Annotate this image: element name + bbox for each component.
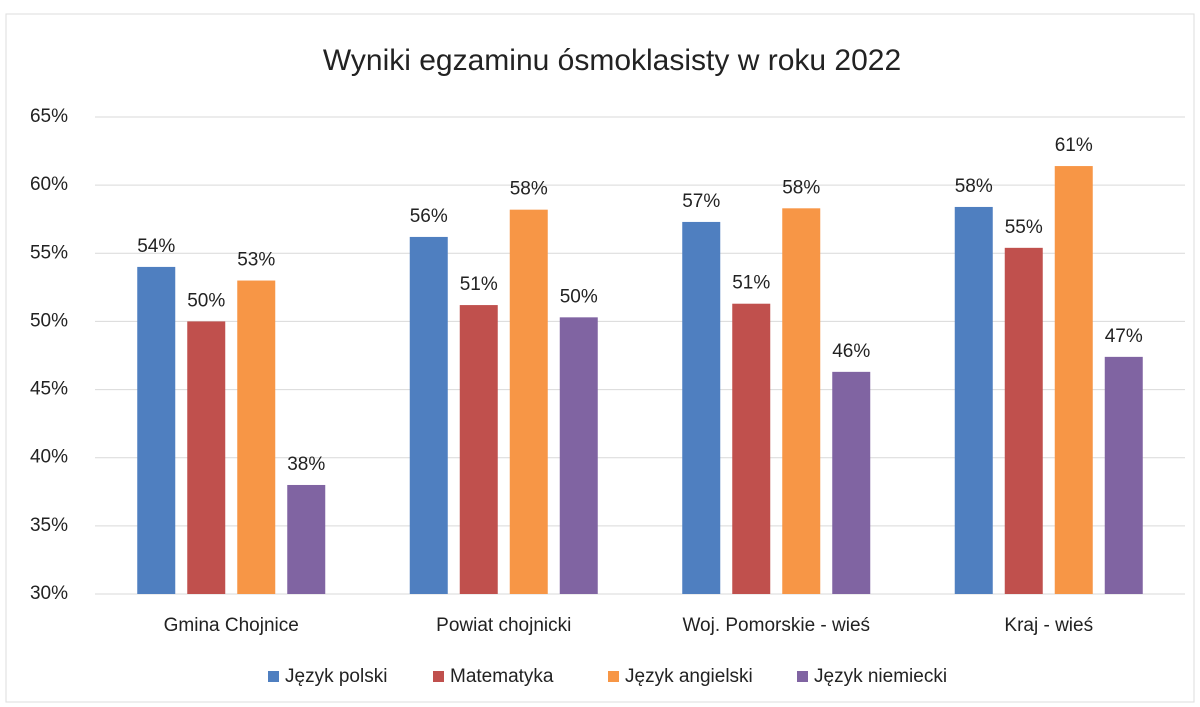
value-label: 50%: [560, 286, 598, 307]
value-label: 51%: [460, 274, 498, 295]
bar: [832, 371, 871, 594]
value-label: 46%: [832, 341, 870, 362]
legend-swatch: [433, 671, 444, 682]
bar: [137, 266, 176, 594]
bar: [459, 305, 498, 594]
bar: [782, 208, 821, 594]
x-tick-label: Woj. Pomorskie - wieś: [682, 615, 870, 636]
value-label: 51%: [732, 273, 770, 294]
legend-label: Język niemiecki: [814, 666, 947, 687]
bar: [187, 321, 226, 594]
y-tick-label: 60%: [30, 174, 68, 195]
x-tick-label: Powiat chojnicki: [436, 615, 571, 636]
bar: [1004, 247, 1043, 594]
value-label: 58%: [510, 179, 548, 200]
bar: [732, 303, 771, 594]
bar: [1054, 166, 1093, 594]
value-label: 55%: [1005, 217, 1043, 238]
y-tick-label: 65%: [30, 106, 68, 127]
bar: [409, 236, 448, 594]
y-tick-label: 55%: [30, 242, 68, 263]
value-label: 47%: [1105, 326, 1143, 347]
legend-label: Język angielski: [625, 666, 753, 687]
bar: [954, 206, 993, 594]
value-label: 38%: [287, 454, 325, 475]
value-label: 50%: [187, 290, 225, 311]
bar: [682, 221, 721, 594]
x-tick-label: Gmina Chojnice: [164, 615, 299, 636]
y-tick-label: 30%: [30, 583, 68, 604]
legend-label: Matematyka: [450, 666, 554, 687]
legend-swatch: [608, 671, 619, 682]
legend-label: Język polski: [285, 666, 387, 687]
value-label: 53%: [237, 250, 275, 271]
value-label: 61%: [1055, 135, 1093, 156]
bar: [237, 280, 276, 594]
legend-swatch: [797, 671, 808, 682]
legend-swatch: [268, 671, 279, 682]
y-tick-label: 35%: [30, 515, 68, 536]
y-tick-label: 50%: [30, 310, 68, 331]
bar: [559, 317, 598, 594]
bar: [509, 209, 548, 594]
value-label: 57%: [682, 191, 720, 212]
y-tick-label: 40%: [30, 447, 68, 468]
chart-title: Wyniki egzaminu ósmoklasisty w roku 2022: [323, 44, 901, 77]
value-label: 54%: [137, 236, 175, 257]
value-label: 56%: [410, 206, 448, 227]
bar: [1104, 356, 1143, 594]
value-label: 58%: [782, 177, 820, 198]
x-tick-label: Kraj - wieś: [1004, 615, 1093, 636]
value-label: 58%: [955, 176, 993, 197]
bar: [287, 484, 326, 594]
y-tick-label: 45%: [30, 379, 68, 400]
